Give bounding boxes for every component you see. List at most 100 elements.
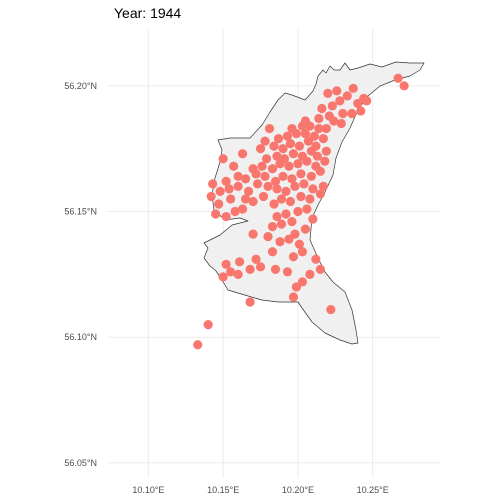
data-point bbox=[399, 81, 409, 91]
data-point bbox=[278, 171, 288, 181]
data-point bbox=[306, 171, 316, 181]
data-point bbox=[320, 156, 330, 166]
data-point bbox=[302, 204, 312, 214]
point-layer bbox=[193, 73, 409, 350]
data-point bbox=[296, 169, 306, 179]
data-point bbox=[243, 186, 254, 197]
data-point bbox=[245, 297, 255, 307]
data-point bbox=[393, 73, 403, 83]
x-tick-label: 10.20°E bbox=[282, 485, 314, 495]
data-point bbox=[230, 206, 240, 217]
data-point bbox=[272, 211, 282, 222]
data-point bbox=[347, 108, 357, 119]
data-point bbox=[221, 259, 231, 269]
data-point bbox=[251, 254, 261, 264]
data-point bbox=[245, 264, 255, 274]
y-tick-label: 56.05°N bbox=[64, 458, 97, 468]
data-point bbox=[326, 304, 336, 315]
data-point bbox=[290, 181, 300, 191]
data-point bbox=[229, 161, 239, 171]
data-point bbox=[300, 116, 311, 126]
plot-title: Year: 1944 bbox=[114, 5, 182, 21]
data-point bbox=[275, 237, 285, 247]
data-point bbox=[294, 141, 305, 151]
data-point bbox=[327, 101, 337, 111]
data-point bbox=[324, 111, 334, 121]
data-point bbox=[285, 196, 296, 207]
data-point bbox=[237, 149, 248, 159]
data-point bbox=[267, 222, 278, 232]
data-point bbox=[281, 186, 291, 197]
data-point bbox=[276, 219, 287, 229]
data-point bbox=[233, 181, 243, 191]
data-point bbox=[288, 292, 299, 302]
data-point bbox=[284, 161, 294, 171]
data-point bbox=[263, 232, 273, 242]
data-point bbox=[318, 181, 328, 191]
data-point bbox=[273, 134, 284, 144]
data-point bbox=[294, 239, 305, 249]
data-point bbox=[342, 91, 352, 101]
data-point bbox=[305, 194, 315, 204]
data-point bbox=[214, 199, 224, 209]
data-point bbox=[270, 264, 281, 274]
data-point bbox=[296, 191, 306, 202]
y-axis-labels: 56.05°N 56.10°N 56.15°N 56.20°N bbox=[64, 81, 97, 468]
data-point bbox=[282, 131, 293, 141]
data-point bbox=[308, 214, 318, 224]
data-point bbox=[308, 184, 318, 194]
data-point bbox=[258, 191, 269, 202]
data-point bbox=[226, 267, 236, 277]
data-point bbox=[305, 269, 315, 279]
data-point bbox=[263, 181, 273, 191]
data-point bbox=[282, 267, 293, 277]
data-point bbox=[315, 264, 325, 274]
data-point bbox=[300, 128, 311, 139]
data-point bbox=[267, 164, 278, 174]
data-point bbox=[255, 262, 266, 272]
data-point bbox=[248, 164, 258, 174]
data-point bbox=[264, 123, 275, 134]
data-point bbox=[288, 252, 299, 262]
data-point bbox=[203, 320, 213, 330]
data-point bbox=[257, 161, 267, 171]
data-point bbox=[348, 83, 358, 93]
y-tick-label: 56.20°N bbox=[64, 81, 97, 91]
data-point bbox=[248, 229, 258, 239]
data-point bbox=[332, 86, 342, 96]
data-point bbox=[218, 272, 228, 282]
data-point bbox=[260, 136, 270, 146]
data-point bbox=[235, 257, 245, 267]
data-point bbox=[297, 277, 308, 287]
data-point bbox=[221, 176, 231, 186]
data-point bbox=[237, 204, 248, 214]
data-point bbox=[193, 340, 203, 350]
data-point bbox=[318, 134, 328, 144]
data-point bbox=[317, 103, 327, 114]
data-point bbox=[233, 171, 243, 181]
data-point bbox=[281, 209, 291, 219]
data-point bbox=[240, 194, 251, 204]
data-point bbox=[356, 106, 366, 116]
data-point bbox=[293, 206, 303, 217]
y-tick-label: 56.15°N bbox=[64, 207, 97, 217]
data-point bbox=[279, 154, 290, 164]
data-point bbox=[315, 189, 325, 199]
data-point bbox=[311, 254, 321, 264]
data-point bbox=[224, 184, 234, 194]
data-point bbox=[270, 176, 281, 186]
data-point bbox=[311, 141, 321, 151]
data-point bbox=[311, 161, 321, 171]
data-point bbox=[272, 184, 282, 194]
land-polygon bbox=[203, 61, 425, 345]
data-point bbox=[208, 179, 218, 189]
data-point bbox=[336, 118, 346, 129]
data-point bbox=[218, 154, 228, 164]
data-point bbox=[335, 96, 345, 106]
data-point bbox=[312, 151, 322, 161]
data-point bbox=[272, 151, 282, 161]
data-point bbox=[314, 123, 324, 134]
x-tick-label: 10.25°E bbox=[357, 485, 389, 495]
data-point bbox=[269, 199, 279, 209]
